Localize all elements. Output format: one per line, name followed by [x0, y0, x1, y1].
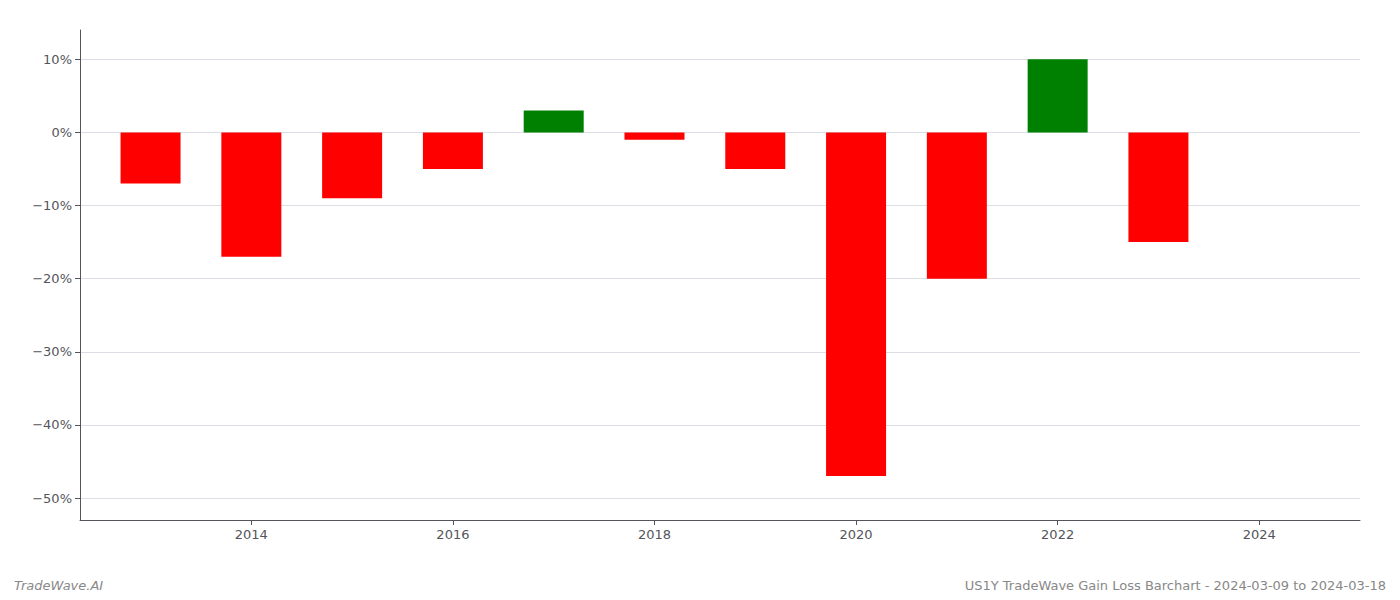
svg-text:−50%: −50%	[32, 491, 72, 506]
svg-text:−20%: −20%	[32, 271, 72, 286]
svg-text:US1Y TradeWave Gain Loss Barch: US1Y TradeWave Gain Loss Barchart - 2024…	[965, 578, 1386, 593]
svg-text:2024: 2024	[1243, 527, 1276, 542]
svg-text:2022: 2022	[1041, 527, 1074, 542]
svg-text:2018: 2018	[638, 527, 671, 542]
svg-text:2016: 2016	[436, 527, 469, 542]
svg-text:0%: 0%	[51, 125, 72, 140]
svg-text:−10%: −10%	[32, 198, 72, 213]
svg-text:10%: 10%	[43, 52, 72, 67]
svg-text:2014: 2014	[235, 527, 268, 542]
svg-text:−30%: −30%	[32, 344, 72, 359]
svg-text:−40%: −40%	[32, 417, 72, 432]
svg-text:TradeWave.AI: TradeWave.AI	[14, 578, 103, 593]
svg-text:2020: 2020	[840, 527, 873, 542]
